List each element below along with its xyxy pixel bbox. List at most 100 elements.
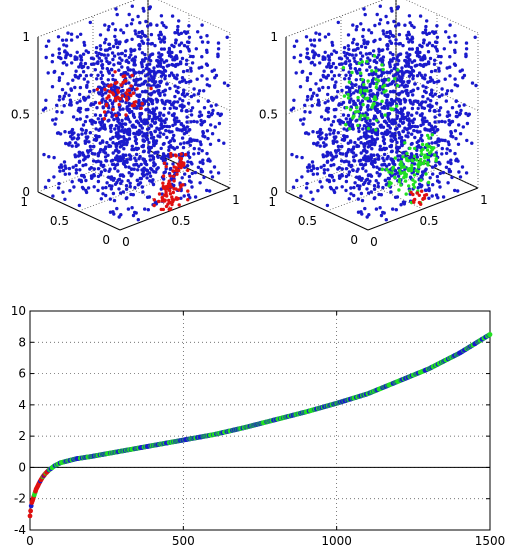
data-point xyxy=(74,168,79,172)
data-point xyxy=(393,63,397,67)
data-point xyxy=(359,22,363,26)
data-point xyxy=(136,83,140,87)
data-point xyxy=(167,74,172,78)
data-point xyxy=(433,58,437,62)
data-point xyxy=(342,46,347,50)
data-point xyxy=(426,144,430,149)
data-point xyxy=(170,14,175,18)
data-point xyxy=(180,76,185,80)
data-point xyxy=(425,155,430,159)
data-point xyxy=(322,168,327,172)
data-point xyxy=(182,88,186,92)
data-point xyxy=(154,139,159,143)
data-point xyxy=(421,196,425,201)
x-tick-label: 1 xyxy=(232,193,240,207)
data-point xyxy=(116,61,121,65)
data-point xyxy=(185,164,190,168)
data-point xyxy=(395,126,399,131)
data-point xyxy=(453,83,457,87)
data-point xyxy=(427,187,431,191)
data-point xyxy=(127,107,131,112)
data-point xyxy=(427,122,431,127)
data-point xyxy=(177,203,181,207)
data-point xyxy=(447,113,452,117)
data-point xyxy=(100,89,104,94)
data-point xyxy=(113,34,117,39)
data-point xyxy=(316,141,320,145)
data-point xyxy=(180,176,184,180)
data-point xyxy=(362,38,366,42)
data-point xyxy=(190,162,194,166)
data-point xyxy=(205,129,210,133)
data-point xyxy=(151,182,156,187)
data-point xyxy=(78,153,82,157)
data-point xyxy=(184,130,189,135)
data-point xyxy=(366,158,370,162)
data-point xyxy=(123,53,128,58)
data-point xyxy=(346,173,351,177)
data-point xyxy=(364,169,368,173)
data-point xyxy=(412,173,417,177)
data-point xyxy=(150,41,154,46)
data-point xyxy=(127,137,132,141)
data-point xyxy=(299,194,303,198)
data-point xyxy=(361,127,365,131)
data-point xyxy=(121,153,125,157)
data-point xyxy=(381,29,385,33)
data-point xyxy=(377,53,381,57)
data-point xyxy=(376,181,380,185)
data-point xyxy=(410,132,414,136)
data-point xyxy=(184,62,189,66)
data-point xyxy=(405,118,409,122)
data-point xyxy=(382,137,386,141)
data-point xyxy=(152,203,156,208)
data-point xyxy=(426,104,430,108)
data-point xyxy=(143,34,148,38)
data-point xyxy=(310,104,314,108)
data-point xyxy=(111,151,115,155)
data-point xyxy=(366,173,371,178)
data-point xyxy=(148,158,152,162)
data-point xyxy=(111,57,115,62)
data-point xyxy=(147,116,151,121)
data-point xyxy=(396,68,400,72)
data-point xyxy=(186,160,190,164)
data-point xyxy=(328,128,333,132)
data-point xyxy=(101,92,105,97)
data-point xyxy=(398,119,403,123)
data-point xyxy=(187,80,191,84)
data-point xyxy=(410,166,414,170)
data-point xyxy=(86,186,91,190)
data-point xyxy=(54,117,58,121)
data-point xyxy=(180,56,185,61)
data-point xyxy=(384,132,389,137)
data-point xyxy=(205,83,209,87)
data-point xyxy=(366,104,370,108)
data-point xyxy=(182,43,187,48)
data-point xyxy=(414,168,418,173)
data-point xyxy=(349,92,353,97)
data-point xyxy=(118,97,122,101)
data-point xyxy=(351,168,355,172)
data-point xyxy=(387,35,391,39)
data-point xyxy=(201,161,205,166)
data-point xyxy=(391,34,396,38)
data-point xyxy=(186,101,191,106)
data-point xyxy=(365,187,369,191)
data-point xyxy=(173,31,177,35)
data-point xyxy=(89,118,94,122)
data-point xyxy=(409,65,413,70)
data-point xyxy=(164,190,168,194)
data-point xyxy=(420,173,425,177)
data-point xyxy=(393,168,398,173)
data-point xyxy=(418,14,423,18)
data-point xyxy=(124,196,128,201)
data-point xyxy=(177,188,181,192)
data-point xyxy=(116,88,120,93)
data-point xyxy=(455,110,459,115)
y-tick-label: -2 xyxy=(14,492,26,506)
data-point xyxy=(99,59,104,63)
data-point xyxy=(183,172,187,176)
data-point xyxy=(189,109,193,113)
data-point xyxy=(177,32,181,36)
